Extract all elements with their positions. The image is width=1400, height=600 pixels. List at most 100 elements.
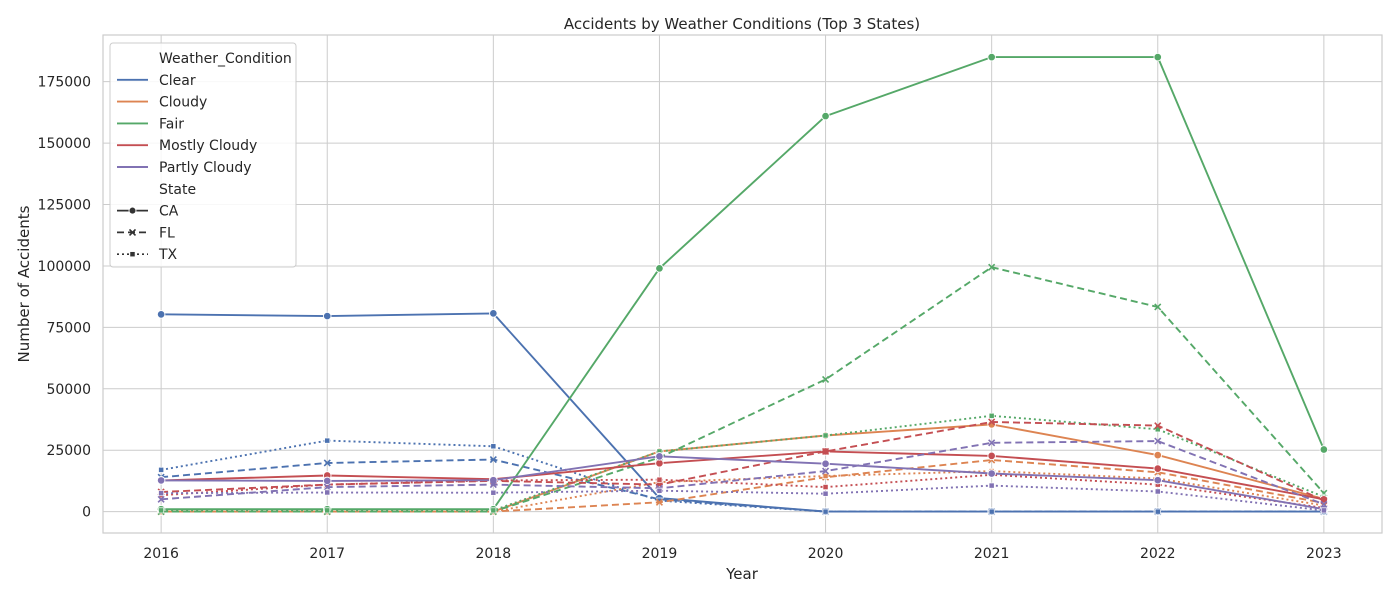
- data-point-clear-tx: [822, 508, 829, 515]
- data-point-fair-ca: [821, 111, 830, 121]
- x-marker-stroke: [489, 481, 497, 489]
- x-marker-stroke: [128, 228, 137, 236]
- data-point-cloudy-ca: [1153, 450, 1163, 460]
- data-point-fair-fl: [1154, 303, 1162, 311]
- data-point-fair-tx: [324, 507, 331, 514]
- data-point-partly-cloudy-tx: [158, 490, 165, 497]
- data-point-clear-fl: [489, 455, 497, 464]
- data-point-mostly-cloudy-fl: [1154, 422, 1162, 430]
- data-point-partly-cloudy-ca: [156, 476, 166, 485]
- y-tick-label: 150000: [38, 136, 91, 152]
- x-marker-stroke: [655, 498, 664, 506]
- data-point-cloudy-tx: [822, 473, 829, 479]
- x-marker-stroke: [821, 447, 830, 455]
- y-tick-label: 50000: [46, 382, 91, 398]
- series-line-partly-cloudy-fl: [161, 440, 1325, 506]
- data-point-clear-tx: [324, 437, 331, 444]
- plot-frame: [102, 34, 1383, 534]
- series-line-fair-tx: [161, 414, 1325, 512]
- data-point-mostly-cloudy-tx: [822, 484, 829, 491]
- legend-label: CA: [159, 204, 179, 220]
- x-marker-stroke: [1154, 437, 1162, 445]
- legend-hue-title: Weather_Condition: [159, 51, 292, 67]
- series-line-partly-cloudy-tx: [161, 484, 1325, 512]
- legend-style-title: State: [159, 182, 196, 198]
- data-point-clear-tx: [1154, 508, 1161, 515]
- data-point-clear-ca: [489, 309, 498, 318]
- y-tick-label: 100000: [38, 259, 91, 275]
- legend-label: Cloudy: [159, 95, 207, 111]
- data-point-partly-cloudy-tx: [822, 490, 829, 497]
- legend-label: Fair: [159, 116, 184, 132]
- x-marker-stroke: [489, 455, 497, 464]
- data-point-clear-tx: [490, 443, 497, 450]
- y-tick-label: 75000: [46, 320, 91, 336]
- x-tick-label: 2021: [974, 546, 1010, 562]
- y-axis-label: Number of Accidents: [15, 205, 33, 362]
- data-point-partly-cloudy-tx: [324, 489, 331, 496]
- series-line-fair-fl: [161, 266, 1325, 513]
- x-tick-label: 2017: [309, 546, 345, 562]
- series-line-cloudy-tx: [161, 470, 1325, 513]
- legend-label: FL: [159, 225, 175, 241]
- x-tick-label: 2018: [476, 546, 512, 562]
- data-point-partly-cloudy-fl: [988, 439, 996, 447]
- data-point-partly-cloudy-ca: [1153, 475, 1163, 485]
- data-point-partly-cloudy-fl: [1320, 500, 1328, 508]
- data-point-fair-tx: [490, 507, 497, 514]
- data-point-mostly-cloudy-fl: [988, 418, 996, 426]
- series-line-partly-cloudy-ca: [161, 455, 1325, 511]
- data-point-partly-cloudy-tx: [1154, 488, 1161, 495]
- data-point-clear-ca: [156, 310, 166, 319]
- data-point-clear-fl: [323, 459, 331, 467]
- data-point-partly-cloudy-tx: [490, 489, 497, 496]
- data-point-mostly-cloudy-ca: [1153, 464, 1163, 473]
- data-point-mostly-cloudy-fl: [821, 447, 830, 455]
- series-layer: [156, 52, 1329, 516]
- y-tick-label: 175000: [38, 75, 91, 91]
- x-marker-stroke: [323, 459, 331, 467]
- series-clear-fl: [157, 455, 1328, 516]
- data-point-fair-ca: [987, 52, 996, 62]
- series-mostly-cloudy-ca: [156, 447, 1329, 504]
- x-tick-label: 2019: [642, 546, 678, 562]
- legend-label: Partly Cloudy: [159, 160, 252, 176]
- series-fair-tx: [158, 412, 1327, 514]
- x-marker-stroke: [821, 467, 830, 475]
- x-marker-stroke: [821, 375, 830, 384]
- data-point-partly-cloudy-ca: [655, 452, 664, 461]
- x-tick-label: 2020: [808, 546, 844, 562]
- data-point-partly-cloudy-fl: [323, 483, 331, 491]
- data-point-fair-tx: [822, 432, 829, 439]
- data-point-partly-cloudy-ca: [987, 469, 996, 478]
- data-point-fair-ca: [655, 264, 664, 273]
- x-tick-label: 2022: [1140, 546, 1176, 562]
- series-clear-tx: [158, 437, 1327, 515]
- data-point-partly-cloudy-ca: [821, 459, 830, 468]
- legend-label: TX: [158, 247, 178, 263]
- data-point-partly-cloudy-fl: [821, 467, 830, 475]
- data-point-cloudy-fl: [655, 498, 664, 506]
- series-line-clear-ca: [161, 312, 1324, 513]
- data-point-fair-fl: [988, 263, 996, 271]
- data-point-fair-ca: [1153, 52, 1163, 62]
- x-marker-stroke: [1154, 422, 1162, 430]
- legend-marker-tx: [129, 251, 136, 258]
- x-marker-stroke: [323, 483, 331, 491]
- x-marker-stroke: [157, 495, 165, 503]
- data-point-clear-ca: [322, 311, 332, 321]
- data-point-partly-cloudy-fl: [1154, 437, 1162, 445]
- data-point-fair-tx: [988, 412, 995, 419]
- legend-label: Mostly Cloudy: [159, 138, 257, 154]
- legend: Weather_Condition Clear Cloudy Fair Mostly C…: [109, 42, 297, 268]
- data-point-mostly-cloudy-tx: [656, 476, 663, 483]
- series-line-clear-tx: [160, 439, 1324, 513]
- series-partly-cloudy-tx: [158, 482, 1327, 514]
- y-tick-label: 0: [82, 505, 91, 521]
- x-tick-label: 2016: [143, 546, 179, 562]
- data-point-partly-cloudy-tx: [1320, 507, 1327, 514]
- legend-label: Clear: [159, 73, 196, 89]
- data-point-partly-cloudy-tx: [988, 482, 995, 489]
- chart-title: Accidents by Weather Conditions (Top 3 S…: [564, 15, 920, 33]
